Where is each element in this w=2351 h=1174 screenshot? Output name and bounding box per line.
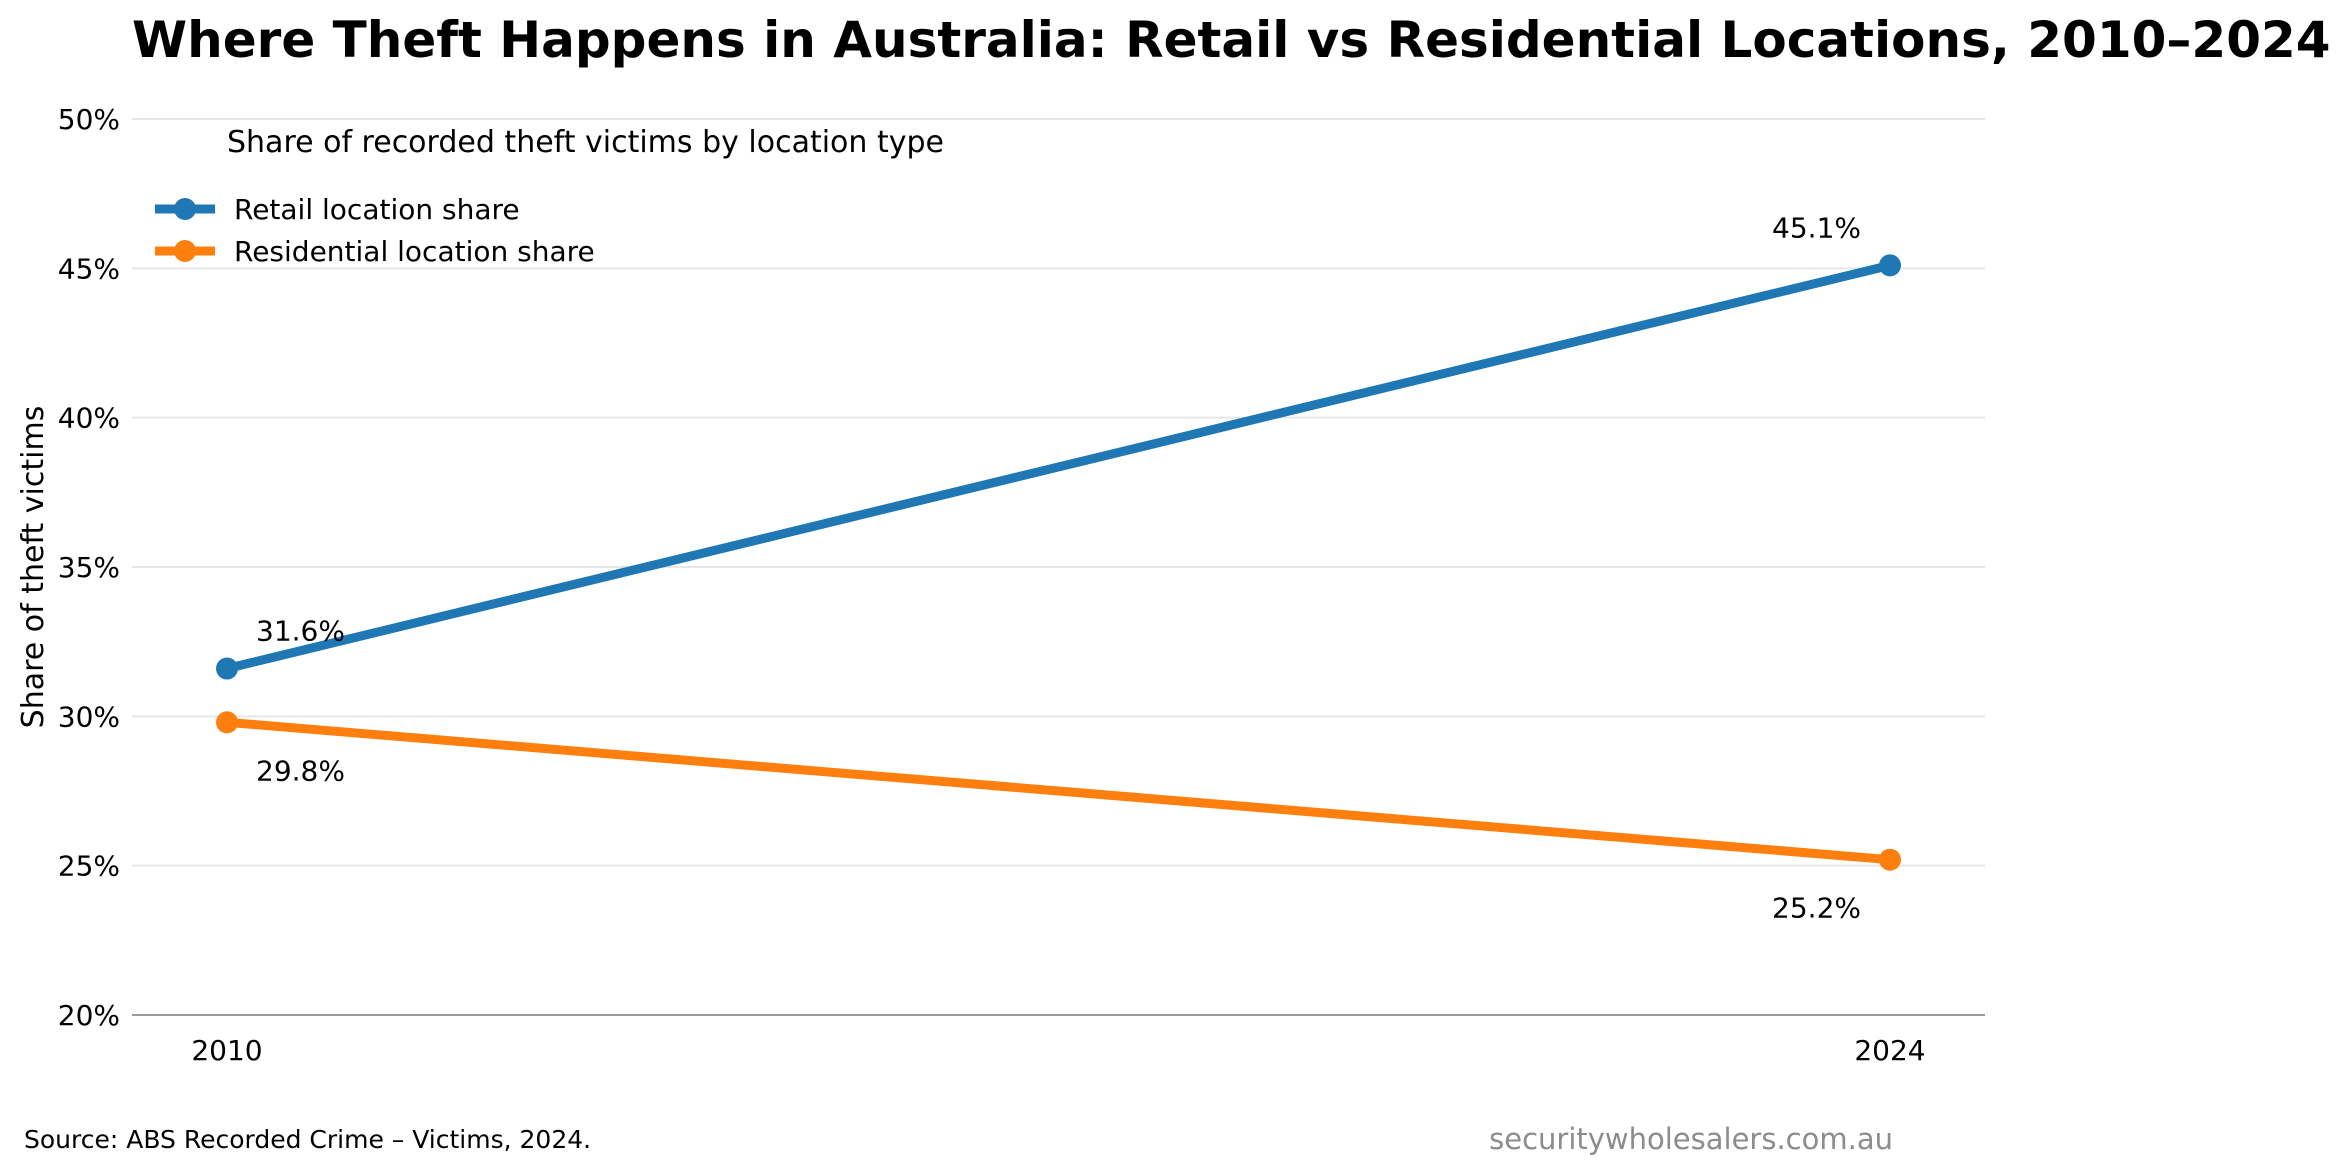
y-tick-label: 35% — [58, 551, 120, 584]
y-tick-label: 50% — [58, 103, 120, 136]
data-point — [216, 711, 238, 734]
series-layer: 31.6% 45.1% 29.8% 25.2% — [216, 211, 1901, 925]
y-axis-ticks: 20% 25% 30% 35% 40% 45% 50% — [58, 103, 120, 1032]
x-axis-ticks: 2010 2024 — [191, 1034, 1925, 1067]
data-label: 31.6% — [256, 615, 345, 648]
legend-label: Retail location share — [234, 193, 520, 226]
source-note: Source: ABS Recorded Crime – Victims, 20… — [24, 1125, 591, 1154]
gridlines — [132, 118, 1985, 867]
y-axis-label: Share of theft victims — [16, 406, 51, 729]
data-label: 29.8% — [256, 754, 345, 787]
legend-swatch-marker — [174, 240, 196, 262]
watermark: securitywholesalers.com.au — [1489, 1122, 1893, 1156]
y-tick-label: 20% — [58, 999, 120, 1032]
x-tick-label: 2010 — [191, 1034, 262, 1067]
legend-title: Share of recorded theft victims by locat… — [227, 125, 944, 160]
y-tick-label: 25% — [58, 850, 120, 883]
legend: Share of recorded theft victims by locat… — [155, 125, 944, 268]
data-label: 45.1% — [1772, 211, 1861, 244]
x-tick-label: 2024 — [1854, 1034, 1925, 1067]
chart-title: Where Theft Happens in Australia: Retail… — [132, 11, 2331, 69]
data-label: 25.2% — [1772, 892, 1861, 925]
legend-label: Residential location share — [234, 235, 595, 268]
y-tick-label: 40% — [58, 402, 120, 435]
y-tick-label: 30% — [58, 700, 120, 733]
data-point — [1879, 848, 1901, 871]
data-point — [1879, 254, 1901, 277]
series-line — [222, 717, 1895, 865]
y-tick-label: 45% — [58, 252, 120, 285]
series-line — [222, 260, 1895, 674]
legend-swatch-marker — [174, 198, 196, 220]
data-point — [216, 657, 238, 680]
